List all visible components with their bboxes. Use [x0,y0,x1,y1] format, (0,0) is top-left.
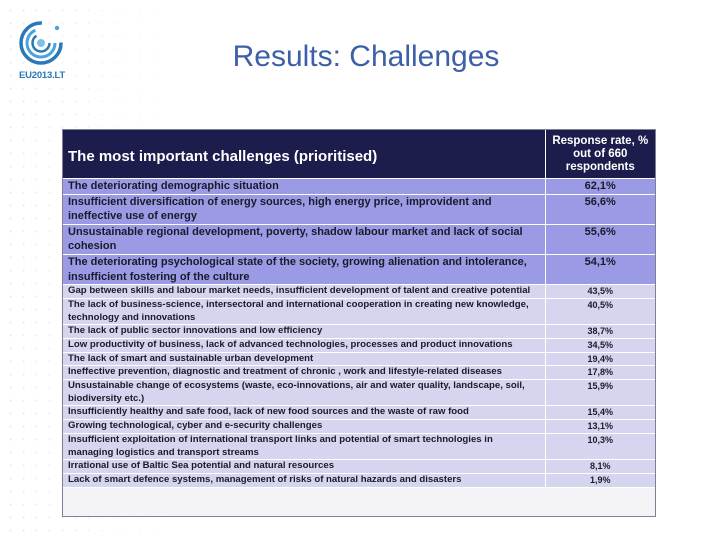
slide-title: Results: Challenges [232,40,500,73]
table-row: The lack of public sector innovations an… [63,324,655,339]
table-header-row: The most important challenges (prioritis… [63,130,655,179]
table-row: Gap between skills and labour market nee… [63,284,655,299]
eu2013-logo: EU2013.LT [14,18,70,88]
table-row: Ineffective prevention, diagnostic and t… [63,365,655,381]
challenge-label: Unsustainable change of ecosystems (wast… [63,379,545,407]
table-row: The deteriorating demographic situation 6… [63,178,655,195]
challenge-label: Lack of smart defence systems, managemen… [63,473,545,488]
response-rate-value: 10,3% [544,433,655,461]
challenge-label: Insufficiently healthy and safe food, la… [63,405,545,421]
table-row: The deteriorating psychological state of… [63,254,655,286]
table-row: Growing technological, cyber and e-secur… [63,419,655,434]
challenge-label: Irrational use of Baltic Sea potential a… [63,459,545,474]
table-row: The lack of business-science, intersecto… [63,298,655,326]
response-rate-value: 62,1% [544,178,655,195]
challenge-label: The lack of public sector innovations an… [63,324,545,339]
challenge-label: The lack of smart and sustainable urban … [63,352,545,367]
header-response-rate: Response rate, % out of 660 respondents [544,130,655,179]
challenge-label: The deteriorating demographic situation [63,178,545,195]
response-rate-value: 54,1% [544,254,655,286]
challenge-label: The lack of business-science, intersecto… [63,298,545,326]
response-rate-value: 13,1% [544,419,655,434]
challenges-table: The most important challenges (prioritis… [62,129,656,517]
table-row: Unsustainable change of ecosystems (wast… [63,379,655,407]
challenge-label: Unsustainable regional development, pove… [63,224,545,255]
response-rate-value: 15,4% [544,405,655,421]
response-rate-value: 56,6% [544,194,655,225]
logo-text: EU2013.LT [18,70,66,81]
table-row: Lack of smart defence systems, managemen… [63,473,655,488]
response-rate-value: 1,9% [544,473,655,488]
challenge-label: The deteriorating psychological state of… [63,254,545,286]
table-row: Insufficiently healthy and safe food, la… [63,405,655,421]
logo-rings-icon [19,21,63,65]
challenge-label: Low productivity of business, lack of ad… [63,338,545,353]
header-challenge: The most important challenges (prioritis… [63,130,545,179]
response-rate-value: 34,5% [544,338,655,353]
table-row: The lack of smart and sustainable urban … [63,352,655,367]
challenge-label: Insufficient exploitation of internation… [63,433,545,461]
table-row: Unsustainable regional development, pove… [63,224,655,255]
response-rate-value: 55,6% [544,224,655,255]
challenge-label: Insufficient diversification of energy s… [63,194,545,225]
table-row: Insufficient diversification of energy s… [63,194,655,225]
response-rate-value: 19,4% [544,352,655,367]
table-row: Insufficient exploitation of internation… [63,433,655,461]
response-rate-value: 8,1% [544,459,655,474]
response-rate-value: 43,5% [544,284,655,299]
response-rate-value: 38,7% [544,324,655,339]
response-rate-value: 40,5% [544,298,655,326]
challenge-label: Gap between skills and labour market nee… [63,284,545,299]
challenge-label: Growing technological, cyber and e-secur… [63,419,545,434]
challenge-label: Ineffective prevention, diagnostic and t… [63,365,545,381]
response-rate-value: 15,9% [544,379,655,407]
table-row: Low productivity of business, lack of ad… [63,338,655,353]
response-rate-value: 17,8% [544,365,655,381]
table-row: Irrational use of Baltic Sea potential a… [63,459,655,474]
